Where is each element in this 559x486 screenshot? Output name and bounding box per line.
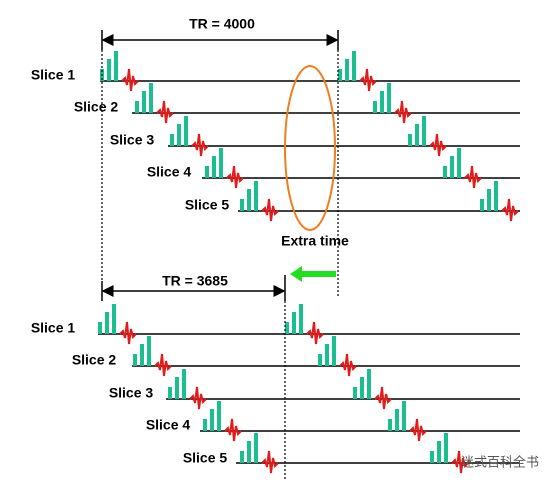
pulse-layer — [98, 51, 520, 474]
gradient-pulse — [142, 91, 146, 113]
gradient-pulse — [450, 156, 454, 178]
gradient-pulse — [112, 304, 116, 334]
green-arrow — [290, 266, 336, 282]
gradient-pulse — [247, 441, 251, 463]
gradient-pulse — [360, 377, 364, 399]
slice-label: Slice 4 — [147, 164, 192, 180]
signal-echo — [464, 165, 482, 189]
gradient-pulse — [210, 409, 214, 431]
slice-label: Slice 2 — [74, 99, 119, 115]
gradient-pulse — [373, 101, 377, 113]
gradient-pulse — [105, 312, 109, 334]
extra-time-ellipse — [284, 65, 336, 231]
signal-echo — [394, 100, 412, 124]
slice-label: Slice 3 — [110, 132, 155, 148]
gradient-pulse — [205, 166, 209, 178]
gradient-pulse — [240, 199, 244, 211]
signal-echo — [429, 133, 447, 157]
gradient-pulse — [149, 83, 153, 113]
tr-label: TR = 4000 — [189, 16, 255, 32]
slice-label: Slice 1 — [31, 320, 76, 336]
gradient-pulse — [285, 322, 289, 334]
gradient-pulse — [353, 387, 357, 399]
signal-echo — [154, 353, 172, 377]
gradient-pulse — [175, 377, 179, 399]
gradient-pulse — [380, 91, 384, 113]
signal-echo — [261, 450, 279, 474]
signal-echo — [359, 68, 377, 92]
gradient-pulse — [135, 101, 139, 113]
slice-label: Slice 2 — [72, 352, 117, 368]
tr-label: TR = 3685 — [162, 273, 228, 289]
gradient-pulse — [480, 199, 484, 211]
gradient-pulse — [147, 336, 151, 366]
signal-echo — [156, 100, 174, 124]
gradient-pulse — [345, 59, 349, 81]
gradient-pulse — [203, 419, 207, 431]
gradient-pulse — [170, 134, 174, 146]
signal-echo — [451, 450, 469, 474]
gradient-pulse — [395, 409, 399, 431]
gradient-pulse — [457, 148, 461, 178]
watermark: 迷式百科全书 — [461, 454, 539, 469]
gradient-pulse — [487, 189, 491, 211]
signal-echo — [189, 386, 207, 410]
gradient-pulse — [240, 451, 244, 463]
gradient-pulse — [352, 51, 356, 81]
gradient-pulse — [184, 116, 188, 146]
gradient-pulse — [494, 181, 498, 211]
gradient-pulse — [292, 312, 296, 334]
signal-echo — [226, 165, 244, 189]
signal-echo — [306, 321, 324, 345]
gradient-pulse — [107, 59, 111, 81]
signal-echo — [191, 133, 209, 157]
gradient-pulse — [114, 51, 118, 81]
gradient-pulse — [338, 69, 342, 81]
gradient-pulse — [408, 134, 412, 146]
gradient-pulse — [443, 166, 447, 178]
gradient-pulse — [318, 354, 322, 366]
gradient-pulse — [367, 369, 371, 399]
signal-echo — [224, 418, 242, 442]
gradient-pulse — [212, 156, 216, 178]
gradient-pulse — [430, 451, 434, 463]
gradient-pulse — [177, 124, 181, 146]
gradient-pulse — [422, 116, 426, 146]
gradient-pulse — [444, 433, 448, 463]
signal-echo — [374, 386, 392, 410]
gradient-pulse — [98, 322, 102, 334]
gradient-pulse — [325, 344, 329, 366]
gradient-pulse — [182, 369, 186, 399]
gradient-pulse — [247, 189, 251, 211]
signal-echo — [409, 418, 427, 442]
gradient-pulse — [217, 401, 221, 431]
extra-label: Extra time — [281, 233, 349, 249]
gradient-pulse — [133, 354, 137, 366]
signal-echo — [501, 198, 519, 222]
slice-label: Slice 3 — [109, 385, 154, 401]
gradient-pulse — [168, 387, 172, 399]
slice-label: Slice 1 — [31, 67, 76, 83]
signal-echo — [119, 321, 137, 345]
gradient-pulse — [332, 336, 336, 366]
gradient-pulse — [437, 441, 441, 463]
gradient-pulse — [254, 433, 258, 463]
signal-echo — [261, 198, 279, 222]
signal-echo — [121, 68, 139, 92]
gradient-pulse — [254, 181, 258, 211]
slice-label: Slice 4 — [146, 417, 191, 433]
gradient-pulse — [299, 304, 303, 334]
slice-label: Slice 5 — [185, 197, 230, 213]
slice-label: Slice 5 — [183, 450, 228, 466]
gradient-pulse — [415, 124, 419, 146]
gradient-pulse — [402, 401, 406, 431]
gradient-pulse — [140, 344, 144, 366]
gradient-pulse — [219, 148, 223, 178]
signal-echo — [339, 353, 357, 377]
gradient-pulse — [388, 419, 392, 431]
gradient-pulse — [387, 83, 391, 113]
